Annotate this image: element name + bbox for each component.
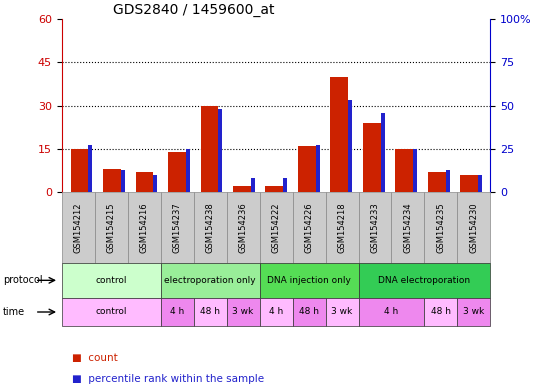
Text: DNA injection only: DNA injection only	[267, 276, 351, 285]
Bar	[233, 186, 251, 192]
Text: 48 h: 48 h	[200, 308, 220, 316]
Text: GSM154222: GSM154222	[272, 202, 280, 253]
Text: 4 h: 4 h	[170, 308, 184, 316]
Text: 3 wk: 3 wk	[331, 308, 353, 316]
Bar	[121, 170, 125, 192]
Text: GSM154218: GSM154218	[338, 202, 346, 253]
Bar	[396, 149, 413, 192]
Text: GSM154215: GSM154215	[107, 202, 116, 253]
Text: control: control	[95, 276, 127, 285]
Text: GSM154238: GSM154238	[206, 202, 214, 253]
Bar	[168, 152, 186, 192]
Bar	[413, 149, 417, 192]
Bar	[298, 146, 316, 192]
Text: GSM154235: GSM154235	[436, 202, 445, 253]
Text: GSM154230: GSM154230	[470, 202, 479, 253]
Text: GSM154216: GSM154216	[139, 202, 148, 253]
Bar	[316, 146, 320, 192]
Text: 4 h: 4 h	[269, 308, 283, 316]
Text: GSM154226: GSM154226	[304, 202, 314, 253]
Text: electroporation only: electroporation only	[164, 276, 256, 285]
Bar	[200, 106, 218, 192]
Bar	[460, 175, 478, 192]
Bar	[428, 172, 446, 192]
Text: time: time	[3, 307, 25, 317]
Text: 4 h: 4 h	[384, 308, 399, 316]
Text: ■  count: ■ count	[72, 353, 118, 363]
Bar	[218, 109, 222, 192]
Text: control: control	[95, 308, 127, 316]
Bar	[363, 123, 381, 192]
Bar	[478, 175, 482, 192]
Bar	[251, 178, 255, 192]
Text: GDS2840 / 1459600_at: GDS2840 / 1459600_at	[113, 3, 274, 17]
Bar	[186, 149, 190, 192]
Text: GSM154212: GSM154212	[73, 202, 83, 253]
Bar	[331, 77, 348, 192]
Text: 3 wk: 3 wk	[463, 308, 485, 316]
Text: 48 h: 48 h	[431, 308, 451, 316]
Bar	[88, 146, 92, 192]
Text: GSM154236: GSM154236	[239, 202, 248, 253]
Text: protocol: protocol	[3, 275, 42, 285]
Bar	[284, 178, 287, 192]
Bar	[446, 170, 450, 192]
Bar	[265, 186, 284, 192]
Text: GSM154237: GSM154237	[173, 202, 182, 253]
Bar	[103, 169, 121, 192]
Text: 3 wk: 3 wk	[233, 308, 254, 316]
Bar	[348, 101, 352, 192]
Bar	[153, 175, 157, 192]
Bar	[381, 113, 385, 192]
Text: GSM154233: GSM154233	[370, 202, 379, 253]
Text: ■  percentile rank within the sample: ■ percentile rank within the sample	[72, 374, 264, 384]
Text: DNA electroporation: DNA electroporation	[378, 276, 471, 285]
Text: 48 h: 48 h	[299, 308, 319, 316]
Text: GSM154234: GSM154234	[404, 202, 413, 253]
Bar	[136, 172, 153, 192]
Bar	[71, 149, 88, 192]
